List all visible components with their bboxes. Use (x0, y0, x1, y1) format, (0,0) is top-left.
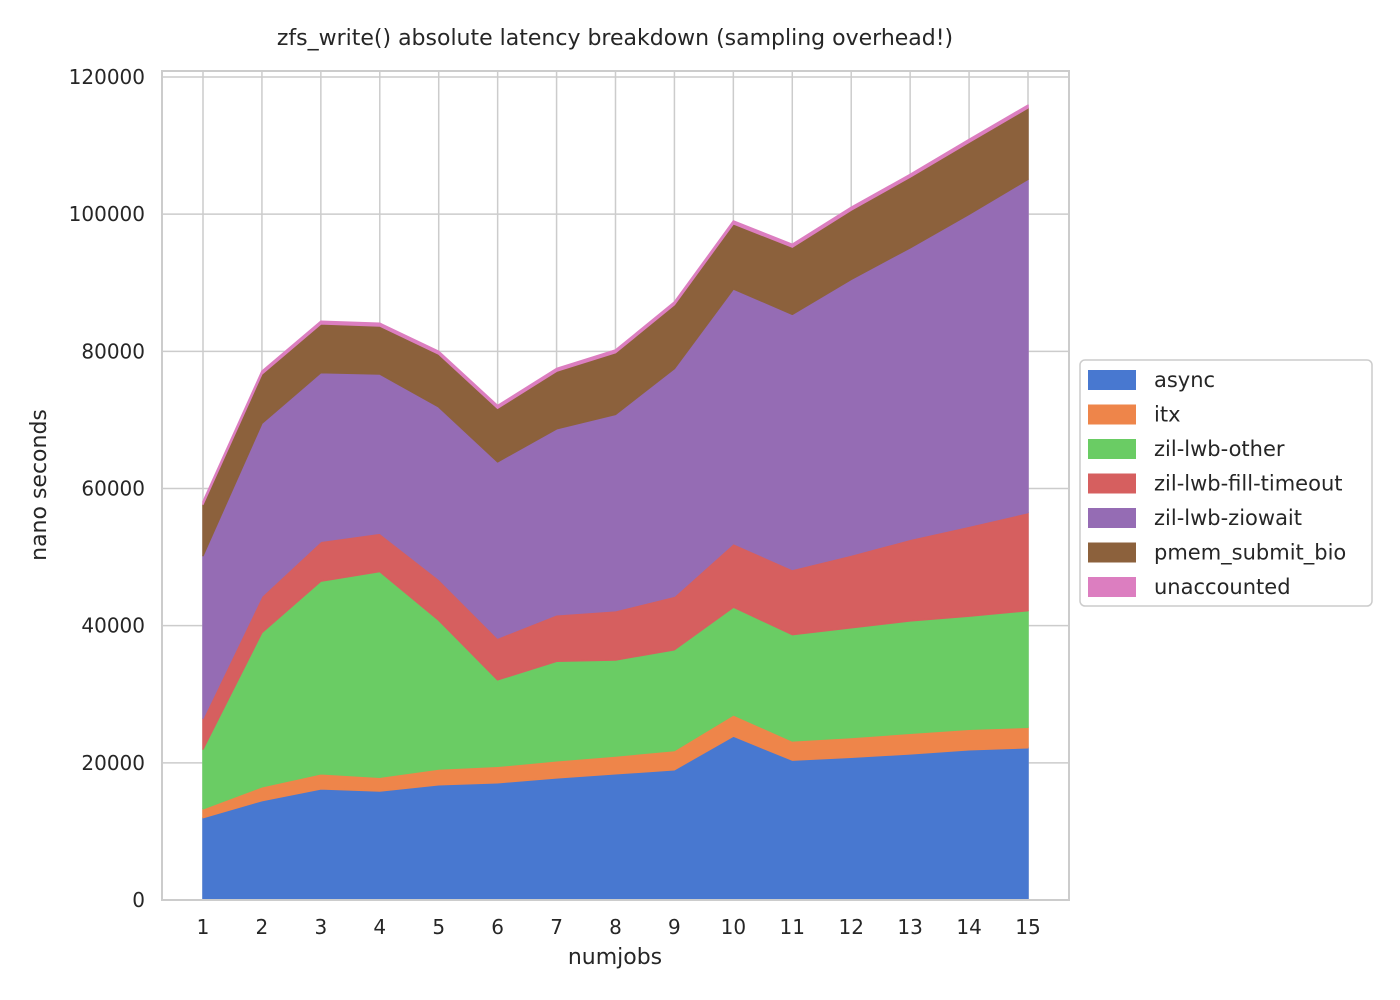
x-axis-label: numjobs (568, 945, 662, 970)
legend-swatch (1088, 542, 1136, 563)
legend-label: async (1154, 368, 1215, 392)
y-tick-label: 20000 (81, 751, 145, 775)
x-tick-label: 4 (373, 915, 386, 939)
x-tick-label: 3 (314, 915, 327, 939)
legend: async itx zil-lwb-other zil-lwb-fill-timeou… (1079, 359, 1373, 607)
x-tick-label: 12 (838, 915, 863, 939)
legend-label: zil-lwb-other (1154, 437, 1285, 461)
x-tick-label: 7 (550, 915, 563, 939)
chart-title: zfs_write() absolute latency breakdown (… (277, 26, 953, 51)
x-tick-label: 15 (1015, 915, 1040, 939)
x-ticks: 1 2 3 4 5 6 7 8 9 10 11 12 13 14 15 (197, 915, 1041, 939)
y-tick-label: 40000 (81, 614, 145, 638)
legend-swatch (1088, 577, 1136, 597)
plot-frame (161, 70, 1070, 901)
x-tick-label: 8 (609, 915, 622, 939)
legend-swatch (1088, 404, 1136, 425)
x-tick-label: 1 (197, 915, 210, 939)
legend-swatch (1088, 439, 1136, 459)
legend-label: zil-lwb-ziowait (1154, 506, 1302, 530)
legend-label: unaccounted (1154, 575, 1291, 599)
area-unaccounted (202, 104, 1029, 506)
x-tick-label: 10 (721, 915, 746, 939)
y-tick-label: 80000 (81, 339, 145, 363)
y-axis-label: nano seconds (27, 409, 52, 561)
legend-label: pmem_submit_bio (1154, 541, 1346, 566)
x-tick-label: 6 (491, 915, 504, 939)
legend-swatch (1088, 473, 1136, 494)
legend-swatch (1088, 370, 1136, 390)
y-tick-label: 60000 (81, 477, 145, 501)
legend-label: itx (1154, 403, 1181, 427)
y-ticks: 0 20000 40000 60000 80000 100000 120000 (69, 65, 145, 912)
y-tick-label: 0 (132, 888, 145, 912)
x-tick-label: 5 (432, 915, 445, 939)
y-tick-label: 100000 (69, 202, 145, 226)
x-tick-label: 9 (668, 915, 681, 939)
legend-swatch (1088, 508, 1136, 528)
legend-label: zil-lwb-fill-timeout (1154, 472, 1343, 496)
x-tick-label: 11 (780, 915, 805, 939)
legend-frame (1079, 359, 1373, 607)
areas (202, 104, 1029, 901)
y-tick-label: 120000 (69, 65, 145, 89)
x-tick-label: 13 (897, 915, 922, 939)
x-tick-label: 2 (256, 915, 269, 939)
x-tick-label: 14 (956, 915, 981, 939)
